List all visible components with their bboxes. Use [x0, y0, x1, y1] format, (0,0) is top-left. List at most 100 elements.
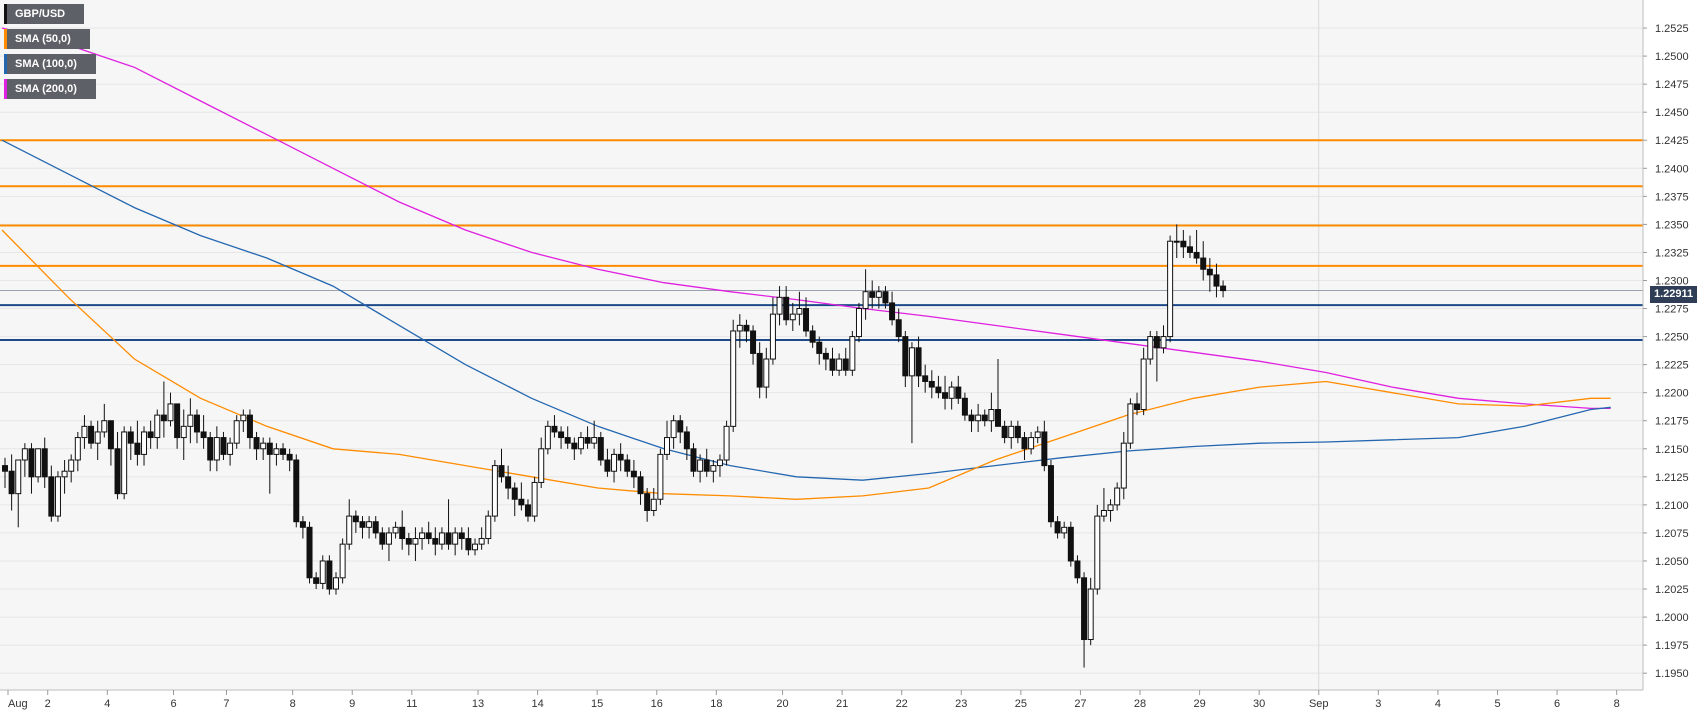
candle	[822, 347, 829, 371]
candle-body-up	[1061, 526, 1068, 534]
legend-item-sma200[interactable]: SMA (200,0)	[4, 79, 96, 99]
candle-body-down	[889, 302, 896, 321]
candle	[750, 325, 757, 365]
x-tick-label: Sep	[1309, 698, 1329, 710]
candle	[723, 420, 730, 466]
candle-body-up	[187, 414, 194, 427]
legend-item-sma50[interactable]: SMA (50,0)	[4, 29, 90, 49]
x-tick-label: 11	[406, 698, 417, 710]
candle	[697, 454, 704, 483]
candle-body-up	[154, 414, 161, 439]
candle-body-down	[445, 532, 452, 545]
candle	[961, 392, 968, 421]
candle-body-up	[94, 431, 101, 444]
x-tick-label: 27	[1074, 698, 1086, 710]
candle-body-down	[1193, 251, 1200, 259]
candle-body-down	[922, 375, 929, 382]
candle	[1167, 235, 1174, 343]
candle	[1107, 499, 1114, 522]
candle-body-up	[1087, 588, 1094, 641]
legend-item-sma100[interactable]: SMA (100,0)	[4, 54, 96, 74]
candle	[1120, 431, 1127, 500]
candle	[293, 454, 300, 528]
candle-body-up	[531, 481, 538, 517]
candle	[1153, 330, 1160, 382]
candle-body-down	[571, 442, 578, 450]
candle	[981, 409, 988, 427]
candle	[683, 426, 690, 460]
candle	[385, 527, 392, 561]
candle-body-up	[213, 437, 220, 461]
candle	[1114, 482, 1121, 511]
candle	[319, 555, 326, 590]
candle-body-up	[670, 420, 677, 439]
candle	[81, 415, 88, 449]
candle-body-down	[564, 437, 571, 444]
candle	[776, 286, 783, 326]
candle	[54, 471, 61, 522]
candle-body-up	[577, 437, 584, 450]
candle-body-down	[114, 448, 121, 495]
y-tick-label: 1.2325	[1655, 247, 1689, 259]
candle-body-up	[849, 336, 856, 371]
candle-body-down	[1180, 240, 1187, 248]
candle-body-down	[551, 425, 558, 433]
candle-body-up	[875, 291, 882, 298]
candle-body-down	[597, 437, 604, 461]
candle	[392, 521, 399, 539]
candle	[2, 457, 8, 489]
candle	[306, 521, 313, 584]
legend: GBP/USD SMA (50,0) SMA (100,0) SMA (200,…	[4, 4, 96, 104]
candle-body-down	[935, 386, 942, 394]
candle-body-down	[246, 414, 253, 439]
candle-body-up	[710, 465, 717, 472]
legend-swatch-icon	[4, 4, 7, 24]
candle-body-down	[743, 324, 750, 332]
candle	[948, 381, 955, 410]
candle	[664, 420, 670, 460]
candle-body-up	[1160, 336, 1167, 349]
candle	[1034, 426, 1041, 444]
candle	[1061, 521, 1068, 539]
x-tick-label: 7	[223, 698, 229, 710]
candle-body-down	[1021, 437, 1028, 450]
candle-body-down	[299, 521, 306, 528]
candle	[1220, 280, 1227, 298]
candle	[1021, 431, 1028, 460]
candle-body-down	[1134, 403, 1141, 411]
candle	[346, 499, 353, 550]
candle	[478, 527, 485, 550]
candle-body-up	[240, 414, 247, 422]
candle	[1014, 420, 1021, 444]
candle-body-down	[220, 437, 227, 455]
candle	[425, 521, 432, 545]
y-tick-label: 1.2275	[1655, 304, 1689, 316]
y-tick-label: 1.1950	[1655, 668, 1689, 680]
candle	[1147, 330, 1154, 365]
candle-body-down	[518, 498, 525, 506]
x-tick-label: 9	[349, 698, 355, 710]
candle	[855, 302, 862, 343]
candle	[538, 437, 545, 489]
candle	[677, 415, 684, 444]
candle-body-up	[657, 453, 664, 500]
candle-body-up	[975, 414, 982, 422]
candle	[829, 347, 836, 376]
candle	[134, 420, 141, 466]
candle	[1173, 224, 1180, 259]
candle-body-down	[895, 319, 902, 338]
candle	[419, 527, 426, 550]
candle-body-down	[783, 296, 790, 321]
candle-body-down	[558, 431, 565, 439]
candle-body-down	[174, 403, 181, 439]
candle	[518, 482, 525, 511]
legend-item-gbpusd[interactable]: GBP/USD	[4, 4, 84, 24]
candle-body-up	[478, 538, 485, 545]
candle	[650, 488, 657, 517]
x-tick-label: 16	[651, 698, 663, 710]
candle	[68, 454, 75, 483]
candle-body-up	[1034, 431, 1041, 439]
legend-label: SMA (100,0)	[15, 58, 77, 70]
